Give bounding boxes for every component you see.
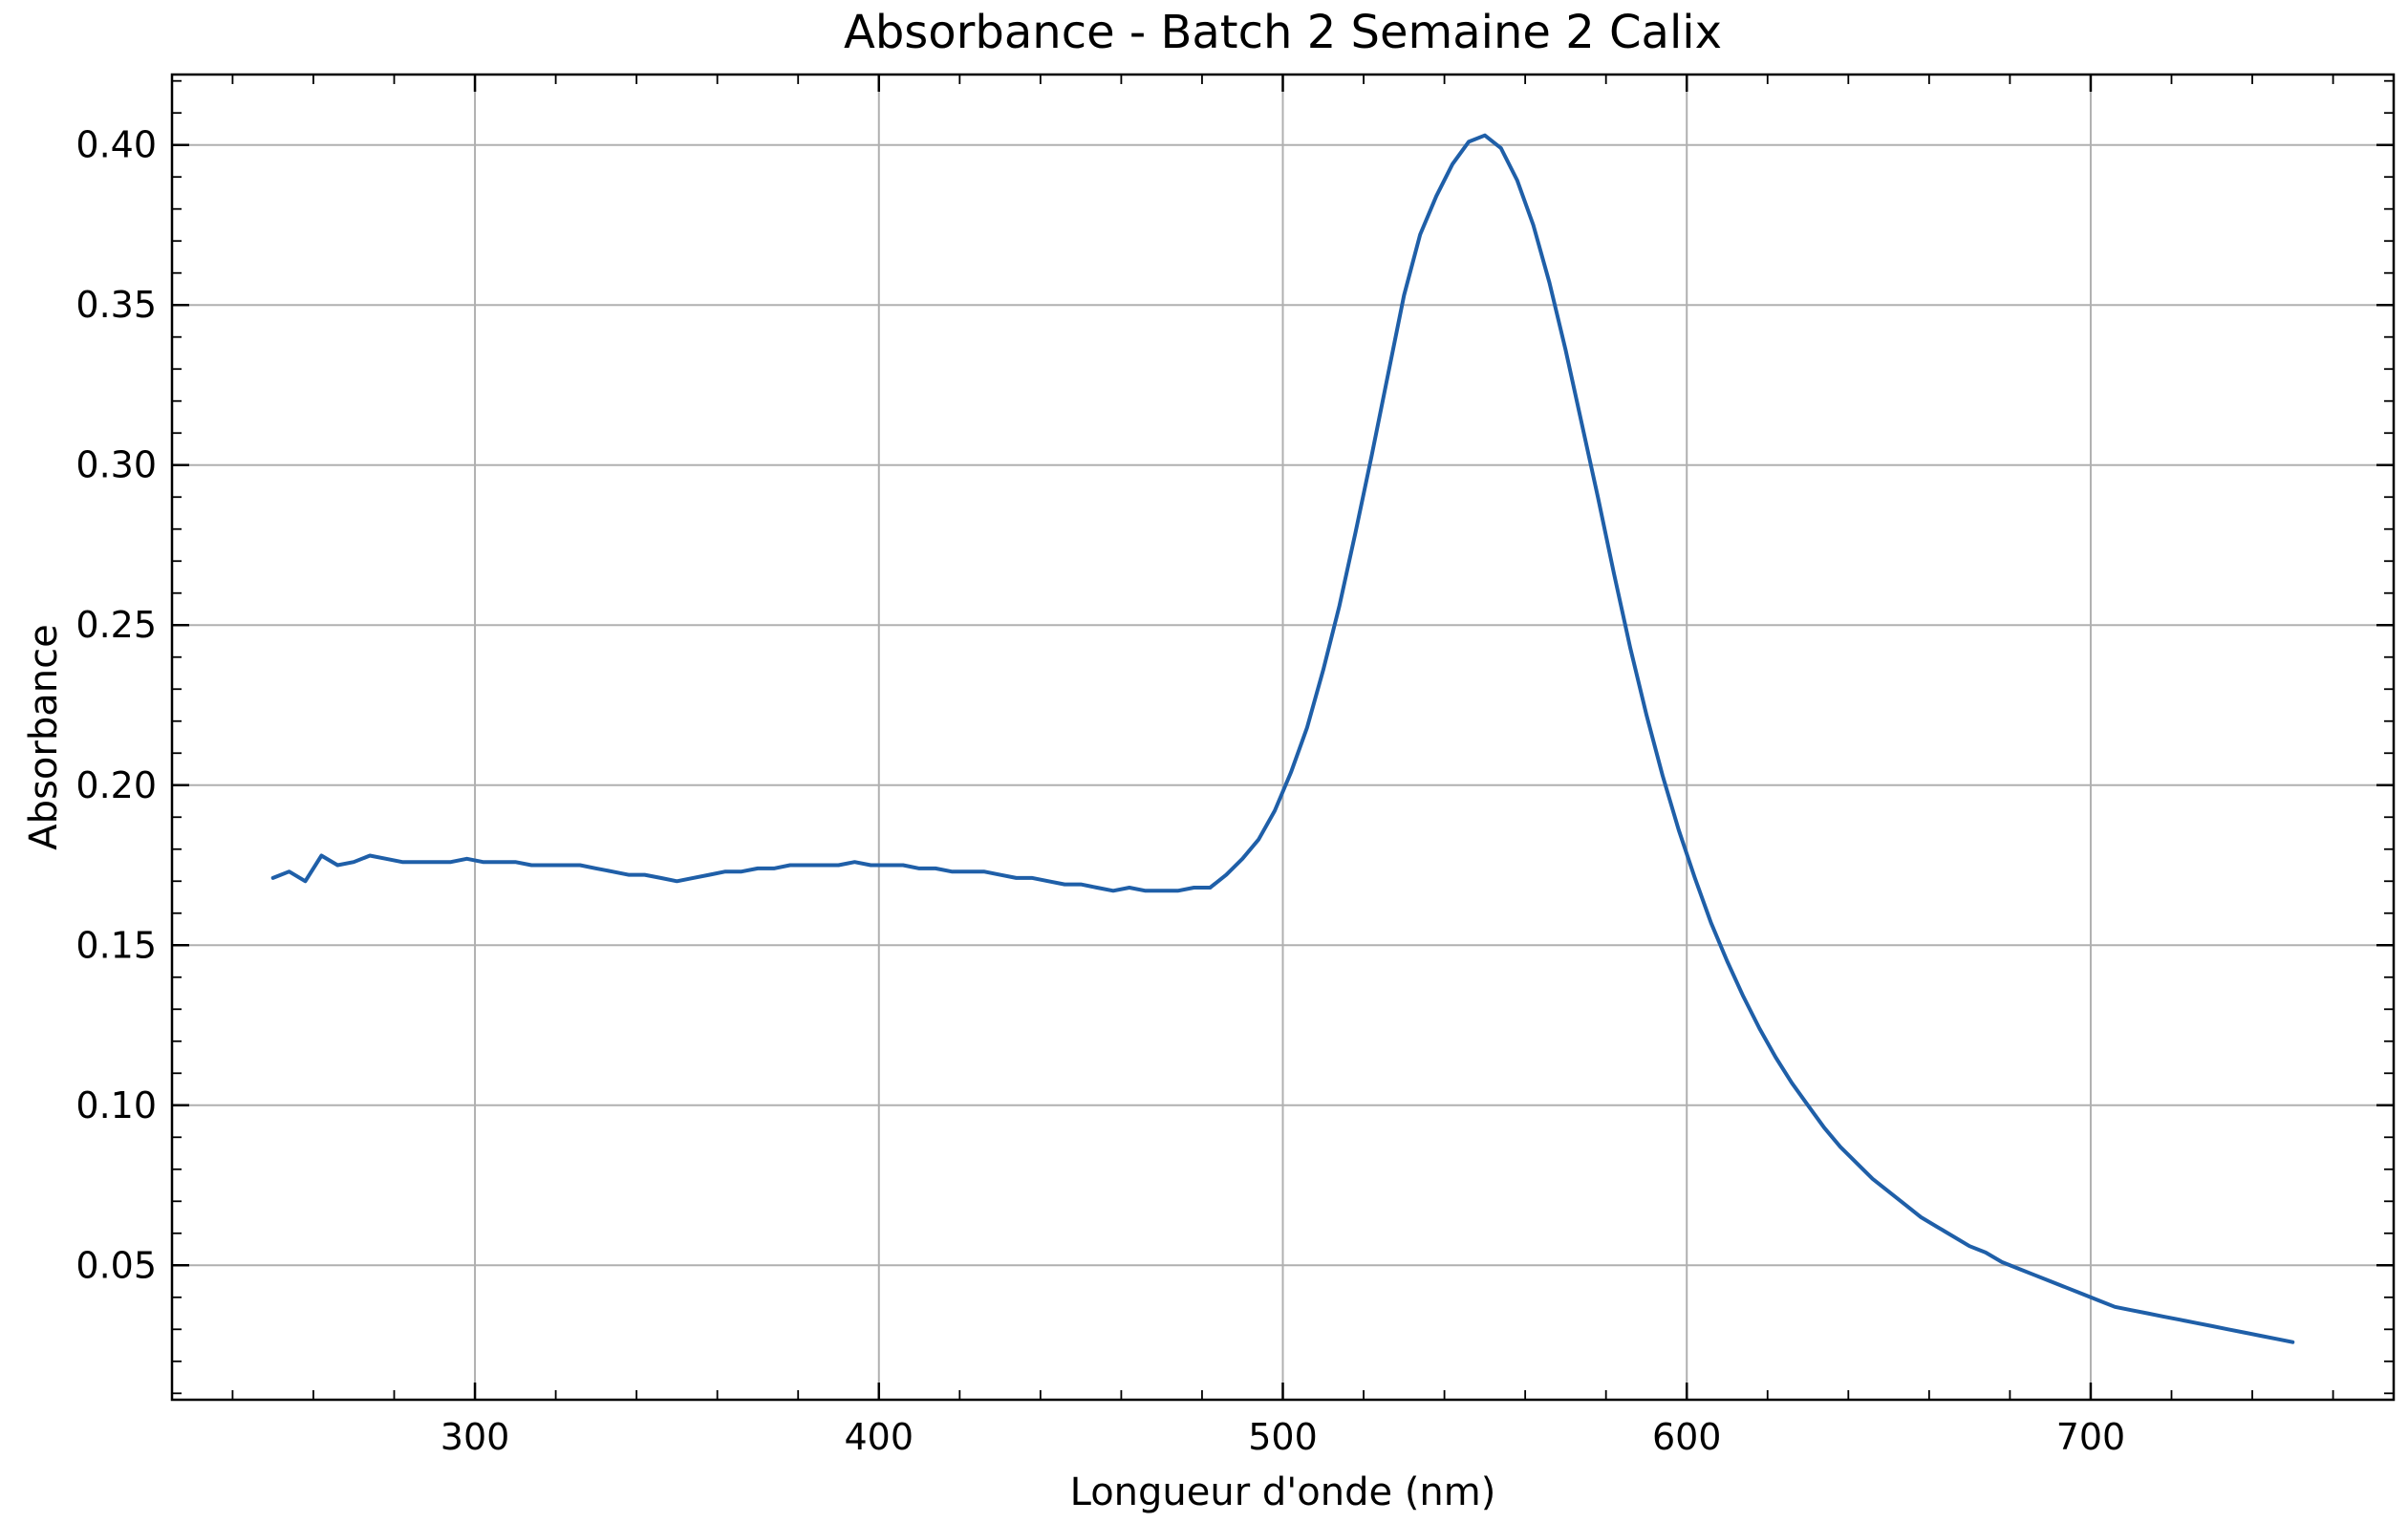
x-tick-label: 500 [1248,1416,1318,1458]
x-tick-label: 700 [2056,1416,2126,1458]
grid [172,75,2394,1400]
y-axis-label: Absorbance [22,624,66,849]
chart-title: Absorbance - Batch 2 Semaine 2 Calix [844,6,1722,59]
x-axis-label: Longueur d'onde (nm) [1070,1470,1496,1514]
y-tick-label: 0.25 [75,604,157,646]
y-tick-label: 0.35 [75,284,157,326]
x-tick-labels: 300 400 500 600 700 [441,1416,2125,1458]
x-tick-label: 600 [1652,1416,1722,1458]
series-layer [270,133,2295,1344]
minor-ticks [172,75,2394,1400]
y-tick-label: 0.15 [75,924,157,966]
y-tick-labels: 0.05 0.10 0.15 0.20 0.25 0.30 0.35 0.40 [75,124,157,1287]
absorbance-series-line [270,133,2295,1344]
y-tick-label: 0.30 [75,444,157,486]
y-tick-label: 0.20 [75,764,157,806]
y-tick-label: 0.40 [75,124,157,166]
x-tick-label: 300 [441,1416,510,1458]
major-ticks [172,75,2394,1400]
y-tick-label: 0.10 [75,1084,157,1126]
y-tick-label: 0.05 [75,1244,157,1286]
x-tick-label: 400 [845,1416,914,1458]
plot-frame [170,73,2396,1402]
